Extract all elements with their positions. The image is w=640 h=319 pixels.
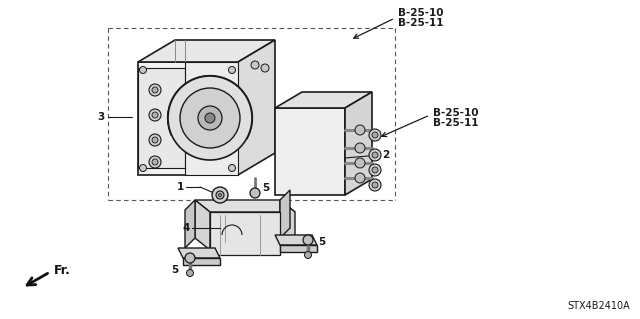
Circle shape — [180, 88, 240, 148]
Text: Fr.: Fr. — [54, 264, 71, 278]
Polygon shape — [185, 200, 195, 248]
Text: 5: 5 — [318, 237, 325, 247]
Polygon shape — [275, 92, 372, 108]
Circle shape — [152, 159, 158, 165]
Polygon shape — [195, 200, 295, 212]
Circle shape — [369, 129, 381, 141]
Circle shape — [212, 187, 228, 203]
Polygon shape — [210, 212, 280, 255]
Circle shape — [149, 109, 161, 121]
Circle shape — [149, 134, 161, 146]
Circle shape — [355, 158, 365, 168]
Polygon shape — [138, 68, 185, 168]
Polygon shape — [280, 190, 290, 238]
Circle shape — [369, 164, 381, 176]
Circle shape — [152, 87, 158, 93]
Polygon shape — [280, 245, 317, 252]
Polygon shape — [195, 200, 210, 250]
Circle shape — [369, 179, 381, 191]
Polygon shape — [275, 235, 317, 245]
Circle shape — [369, 149, 381, 161]
Circle shape — [372, 167, 378, 173]
Text: B-25-10: B-25-10 — [433, 108, 479, 118]
Polygon shape — [345, 92, 372, 195]
Text: 4: 4 — [182, 223, 190, 233]
Text: B-25-11: B-25-11 — [398, 18, 444, 28]
Circle shape — [185, 253, 195, 263]
Circle shape — [372, 132, 378, 138]
Polygon shape — [238, 40, 275, 175]
Text: 5: 5 — [262, 183, 269, 193]
Polygon shape — [185, 62, 238, 175]
Polygon shape — [280, 200, 295, 250]
Circle shape — [152, 112, 158, 118]
Polygon shape — [275, 108, 345, 195]
Circle shape — [152, 137, 158, 143]
Text: B-25-11: B-25-11 — [433, 118, 479, 128]
Circle shape — [355, 173, 365, 183]
Circle shape — [218, 194, 221, 197]
Circle shape — [305, 251, 312, 258]
Circle shape — [168, 76, 252, 160]
Circle shape — [261, 64, 269, 72]
Circle shape — [140, 165, 147, 172]
Circle shape — [372, 182, 378, 188]
Text: 5: 5 — [171, 265, 178, 275]
Circle shape — [149, 156, 161, 168]
Text: 1: 1 — [177, 182, 184, 192]
Circle shape — [205, 113, 215, 123]
Circle shape — [251, 61, 259, 69]
Polygon shape — [138, 62, 238, 175]
Circle shape — [149, 84, 161, 96]
Text: B-25-10: B-25-10 — [398, 8, 444, 18]
Polygon shape — [178, 248, 220, 258]
Circle shape — [228, 165, 236, 172]
Circle shape — [303, 235, 313, 245]
Circle shape — [355, 125, 365, 135]
Text: STX4B2410A: STX4B2410A — [567, 301, 630, 311]
Text: 3: 3 — [98, 112, 105, 122]
Circle shape — [372, 152, 378, 158]
Circle shape — [186, 270, 193, 277]
Circle shape — [228, 66, 236, 73]
Circle shape — [355, 143, 365, 153]
Circle shape — [216, 191, 224, 199]
Circle shape — [250, 188, 260, 198]
Circle shape — [140, 66, 147, 73]
Circle shape — [198, 106, 222, 130]
Polygon shape — [183, 258, 220, 265]
Text: 2: 2 — [382, 150, 389, 160]
Polygon shape — [138, 40, 275, 62]
